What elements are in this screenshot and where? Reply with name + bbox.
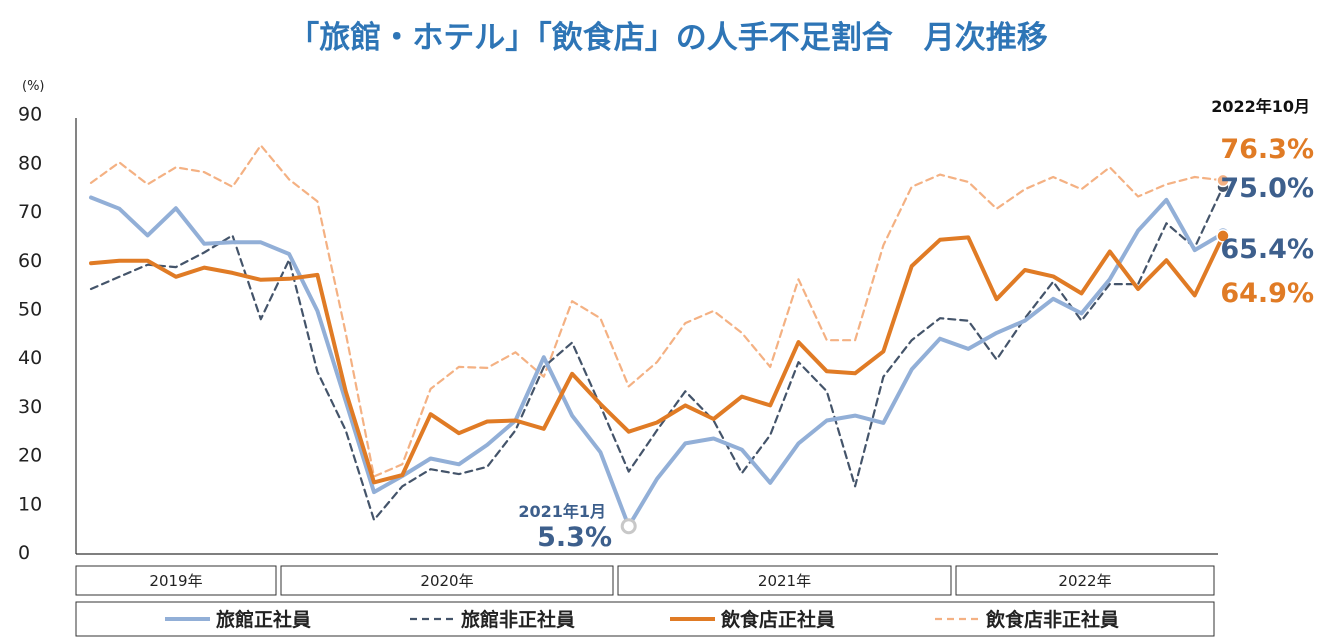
y-axis-ticks: 0 10 20 30 40 50 60 70 80 90	[18, 104, 42, 564]
y-axis-unit-label: (%)	[22, 79, 45, 94]
legend-label: 飲食店非正社員	[985, 608, 1119, 631]
year-label: 2022年	[1058, 572, 1111, 590]
end-value-label: 75.0%	[1220, 173, 1314, 204]
year-box	[617, 565, 952, 596]
legend: 旅館正社員 旅館非正社員 飲食店正社員 飲食店非正社員	[75, 601, 1215, 637]
y-tick-label: 30	[18, 396, 42, 418]
end-markers	[1216, 173, 1230, 243]
y-tick-label: 10	[18, 493, 42, 515]
y-tick-label: 0	[18, 542, 30, 564]
year-box	[75, 565, 277, 596]
low-point-date: 2021年1月	[518, 502, 606, 521]
year-box	[955, 565, 1215, 596]
series-line-飲食店非正社員	[89, 144, 1225, 478]
series-lines	[89, 144, 1225, 529]
end-point-marker	[1216, 229, 1230, 243]
y-tick-label: 40	[18, 347, 42, 369]
y-tick-label: 90	[18, 104, 42, 126]
end-date-label: 2022年10月	[1211, 97, 1310, 116]
legend-label: 旅館非正社員	[461, 608, 575, 631]
year-box	[280, 565, 614, 596]
y-tick-label: 50	[18, 299, 42, 321]
year-label: 2020年	[420, 572, 473, 590]
y-tick-label: 60	[18, 250, 42, 272]
end-value-label: 65.4%	[1220, 234, 1314, 265]
end-value-label: 64.9%	[1220, 278, 1314, 309]
series-line-旅館正社員	[89, 195, 1225, 529]
end-point-marker	[1216, 173, 1230, 188]
year-axis: 2019年 2020年 2021年 2022年	[75, 565, 1215, 596]
legend-box	[75, 601, 1215, 637]
low-point-value: 5.3%	[537, 522, 612, 553]
legend-label: 飲食店正社員	[720, 608, 835, 631]
series-line-旅館非正社員	[89, 185, 1225, 522]
y-tick-label: 80	[18, 152, 42, 174]
low-point-marker	[620, 518, 637, 535]
year-label: 2021年	[758, 572, 811, 590]
end-value-label: 76.3%	[1220, 134, 1314, 165]
y-tick-label: 20	[18, 445, 42, 467]
y-tick-label: 70	[18, 201, 42, 223]
chart-title: 「旅館・ホテル」「飲食店」の人手不足割合 月次推移	[288, 20, 1048, 56]
series-line-飲食店正社員	[89, 233, 1225, 485]
year-label: 2019年	[149, 572, 202, 590]
legend-label: 旅館正社員	[216, 608, 311, 631]
